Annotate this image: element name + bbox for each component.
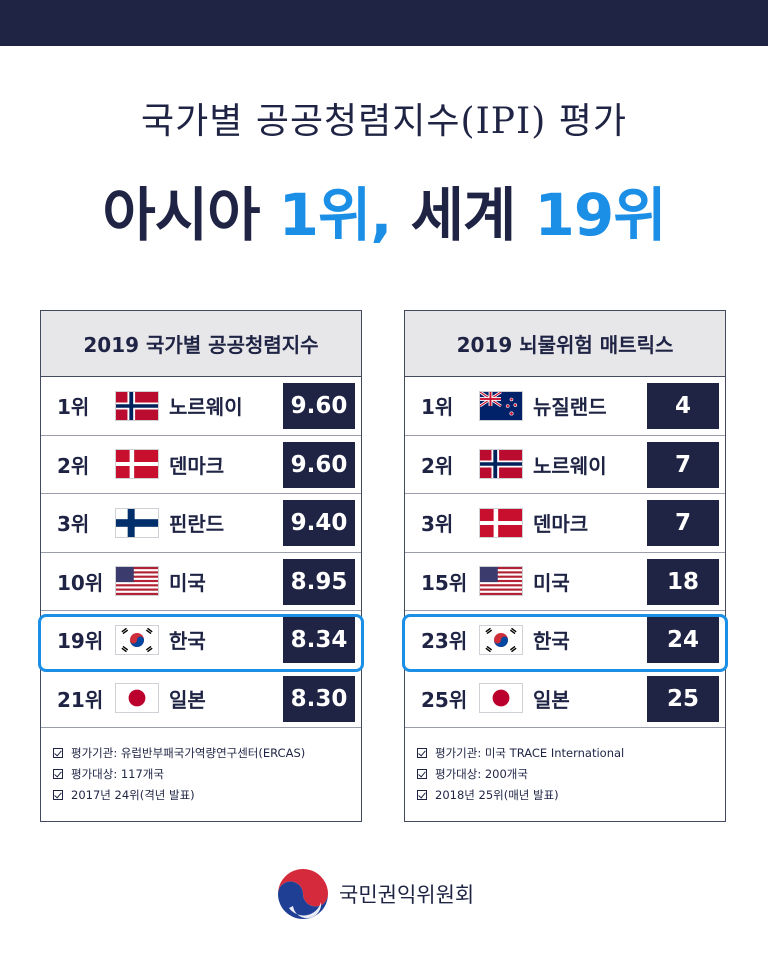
note-item: 평가대상: 117개국 (53, 763, 361, 784)
checkbox-icon (53, 789, 63, 800)
japan-flag-icon (115, 683, 159, 714)
ipi-panel: 2019 국가별 공공청렴지수 1위 노르웨이 9.60 2위 덴마크 9.60 3위 핀란드… (40, 310, 362, 822)
korea-highlight-ipi (38, 614, 364, 672)
table-row: 3위 핀란드 9.40 (41, 494, 361, 553)
norway-flag-icon (115, 390, 159, 421)
ipi-rows: 1위 노르웨이 9.60 2위 덴마크 9.60 3위 핀란드 9.40 10위 미국 8.95 19위… (41, 377, 361, 728)
checkbox-icon (417, 768, 427, 779)
rank-label: 10위 (57, 570, 104, 595)
denmark-flag-icon (479, 507, 523, 538)
country-name: 덴마크 (533, 512, 589, 537)
bribery-notes: 평가기관: 미국 TRACE International 평가대상: 200개국 2… (405, 728, 725, 805)
table-row: 23위 한국 24 (405, 611, 725, 670)
table-row: 10위 미국 8.95 (41, 553, 361, 611)
note-text: 2017년 24위(격년 발표) (71, 787, 195, 802)
score-value: 7 (647, 500, 719, 546)
country-name: 한국 (169, 629, 206, 654)
score-value: 7 (647, 441, 719, 488)
table-row: 2위 노르웨이 7 (405, 436, 725, 494)
rank-label: 23위 (421, 629, 468, 654)
country-name: 미국 (533, 570, 570, 595)
note-text: 평가대상: 117개국 (71, 766, 164, 781)
checkbox-icon (417, 747, 427, 758)
japan-flag-icon (479, 683, 523, 714)
bribery-panel: 2019 뇌물위험 매트릭스 1위 뉴질랜드 4 2위 노르웨이 7 3위 덴마크 7 15위 미국… (404, 310, 726, 822)
norway-flag-icon (479, 449, 523, 480)
headline-world-rank: 19위 (534, 181, 667, 249)
score-value: 18 (647, 558, 719, 605)
rank-label: 3위 (57, 512, 90, 537)
rank-label: 19위 (57, 629, 104, 654)
page-title: 국가별 공공청렴지수(IPI) 평가 (141, 101, 627, 142)
country-name: 일본 (169, 687, 206, 712)
score-value: 8.95 (283, 558, 355, 605)
table-row: 15위 미국 18 (405, 553, 725, 611)
note-item: 2017년 24위(격년 발표) (53, 784, 361, 805)
denmark-flag-icon (115, 449, 159, 480)
score-value: 24 (647, 617, 719, 663)
rank-label: 1위 (421, 395, 454, 420)
bribery-rows: 1위 뉴질랜드 4 2위 노르웨이 7 3위 덴마크 7 15위 미국 18 23위 한국 24 25위 일본 2… (405, 377, 725, 728)
country-name: 뉴질랜드 (533, 395, 607, 420)
country-name: 노르웨이 (169, 395, 243, 420)
headline-asia: 아시아 (102, 181, 279, 249)
checkbox-icon (53, 747, 63, 758)
table-row: 3위 덴마크 7 (405, 494, 725, 553)
note-item: 평가대상: 200개국 (417, 763, 725, 784)
note-item: 평가기관: 유럽반부패국가역량연구센터(ERCAS) (53, 742, 361, 763)
score-value: 8.34 (283, 617, 355, 663)
table-row: 25위 일본 25 (405, 670, 725, 728)
bribery-panel-title: 2019 뇌물위험 매트릭스 (405, 311, 725, 377)
rank-label: 2위 (57, 453, 90, 478)
top-bar (0, 0, 768, 46)
government-logo-icon (278, 869, 328, 919)
new-zealand-flag-icon (479, 390, 523, 421)
usa-flag-icon (115, 566, 159, 597)
finland-flag-icon (115, 507, 159, 538)
ipi-panel-title: 2019 국가별 공공청렴지수 (41, 311, 361, 377)
korea-flag-icon (479, 624, 523, 655)
country-name: 일본 (533, 687, 570, 712)
rank-label: 2위 (421, 453, 454, 478)
table-row: 19위 한국 8.34 (41, 611, 361, 670)
note-text: 평가대상: 200개국 (435, 766, 528, 781)
headline-asia-rank: 1위, (278, 181, 393, 249)
table-row: 1위 노르웨이 9.60 (41, 377, 361, 436)
rank-label: 3위 (421, 512, 454, 537)
country-name: 미국 (169, 570, 206, 595)
score-value: 9.60 (283, 383, 355, 429)
headline-world: 세계 (391, 181, 535, 249)
note-item: 평가기관: 미국 TRACE International (417, 742, 725, 763)
note-text: 평가기관: 유럽반부패국가역량연구센터(ERCAS) (71, 745, 306, 760)
country-name: 노르웨이 (533, 453, 607, 478)
note-text: 평가기관: 미국 TRACE International (435, 745, 625, 760)
score-value: 4 (647, 383, 719, 429)
ipi-notes: 평가기관: 유럽반부패국가역량연구센터(ERCAS) 평가대상: 117개국 201… (41, 728, 361, 805)
table-row: 1위 뉴질랜드 4 (405, 377, 725, 436)
score-value: 9.40 (283, 500, 355, 546)
score-value: 8.30 (283, 675, 355, 722)
rank-label: 1위 (57, 395, 90, 420)
score-value: 9.60 (283, 441, 355, 488)
table-row: 21위 일본 8.30 (41, 670, 361, 728)
note-item: 2018년 25위(매년 발표) (417, 784, 725, 805)
score-value: 25 (647, 675, 719, 722)
usa-flag-icon (479, 566, 523, 597)
footer: 국민권익위원회 (277, 868, 474, 920)
rank-label: 15위 (421, 570, 468, 595)
korea-highlight-bribery (402, 614, 728, 672)
checkbox-icon (53, 768, 63, 779)
rank-label: 21위 (57, 687, 104, 712)
checkbox-icon (417, 789, 427, 800)
organization-name: 국민권익위원회 (339, 883, 475, 907)
country-name: 한국 (533, 629, 570, 654)
headline: 아시아 1위, 세계 19위 (0, 168, 768, 252)
table-row: 2위 덴마크 9.60 (41, 436, 361, 494)
country-name: 덴마크 (169, 453, 225, 478)
rank-label: 25위 (421, 687, 468, 712)
korea-flag-icon (115, 624, 159, 655)
note-text: 2018년 25위(매년 발표) (435, 787, 559, 802)
country-name: 핀란드 (169, 512, 225, 537)
